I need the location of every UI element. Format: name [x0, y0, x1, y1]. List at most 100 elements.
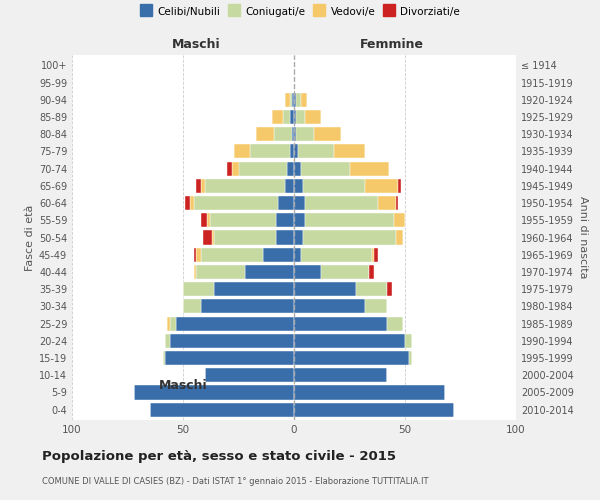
Bar	[294, 127, 296, 142]
Bar	[292, 92, 294, 107]
Bar	[294, 282, 356, 296]
Bar	[294, 213, 305, 228]
Bar	[290, 110, 294, 124]
Bar	[301, 248, 372, 262]
Bar	[301, 162, 349, 175]
Bar	[365, 179, 398, 193]
Bar	[294, 92, 296, 107]
Bar	[396, 196, 398, 210]
Bar	[190, 196, 194, 210]
Bar	[409, 351, 412, 365]
Bar	[194, 248, 196, 262]
Bar	[294, 248, 301, 262]
Text: COMUNE DI VALLE DI CASIES (BZ) - Dati ISTAT 1° gennaio 2015 - Elaborazione TUTTI: COMUNE DI VALLE DI CASIES (BZ) - Dati IS…	[42, 478, 428, 486]
Bar	[209, 213, 276, 228]
Bar	[170, 334, 294, 348]
Bar	[294, 110, 296, 124]
Bar	[212, 230, 214, 244]
Bar	[303, 230, 396, 244]
Bar	[292, 127, 294, 142]
Bar	[201, 213, 208, 228]
Bar	[272, 110, 283, 124]
Bar	[185, 196, 190, 210]
Bar	[294, 300, 365, 314]
Bar	[134, 386, 294, 400]
Bar	[296, 127, 314, 142]
Bar	[294, 265, 320, 279]
Bar	[283, 110, 290, 124]
Bar	[396, 230, 403, 244]
Bar	[278, 196, 294, 210]
Text: Maschi: Maschi	[158, 380, 208, 392]
Bar	[201, 248, 263, 262]
Bar	[314, 127, 341, 142]
Bar	[305, 110, 320, 124]
Bar	[294, 179, 303, 193]
Text: Maschi: Maschi	[172, 38, 221, 52]
Bar	[170, 316, 176, 330]
Bar	[194, 265, 196, 279]
Y-axis label: Anni di nascita: Anni di nascita	[578, 196, 588, 279]
Bar	[205, 179, 285, 193]
Bar	[356, 282, 387, 296]
Bar	[276, 213, 294, 228]
Bar	[194, 196, 278, 210]
Bar	[290, 144, 294, 158]
Bar	[294, 368, 387, 382]
Bar	[287, 162, 294, 175]
Bar	[165, 334, 170, 348]
Bar	[276, 230, 294, 244]
Bar	[214, 230, 276, 244]
Bar	[203, 230, 212, 244]
Bar	[294, 230, 303, 244]
Bar	[405, 334, 412, 348]
Bar	[294, 162, 301, 175]
Bar	[245, 265, 294, 279]
Bar	[387, 316, 403, 330]
Bar	[290, 92, 292, 107]
Bar	[398, 179, 401, 193]
Bar	[214, 282, 294, 296]
Bar	[334, 144, 365, 158]
Bar	[167, 316, 170, 330]
Bar	[365, 300, 387, 314]
Bar	[298, 144, 334, 158]
Bar	[176, 316, 294, 330]
Bar	[205, 368, 294, 382]
Bar	[263, 248, 294, 262]
Bar	[379, 196, 396, 210]
Bar	[370, 265, 374, 279]
Bar	[374, 248, 379, 262]
Bar	[201, 179, 205, 193]
Bar	[183, 282, 214, 296]
Bar	[183, 300, 201, 314]
Bar	[285, 179, 294, 193]
Text: Femmine: Femmine	[359, 38, 424, 52]
Bar	[305, 213, 394, 228]
Bar	[294, 402, 454, 416]
Bar	[394, 213, 405, 228]
Y-axis label: Fasce di età: Fasce di età	[25, 204, 35, 270]
Bar	[196, 248, 201, 262]
Bar	[387, 282, 392, 296]
Bar	[285, 92, 290, 107]
Text: Popolazione per età, sesso e stato civile - 2015: Popolazione per età, sesso e stato civil…	[42, 450, 396, 463]
Bar	[234, 144, 250, 158]
Bar	[301, 92, 307, 107]
Bar	[372, 248, 374, 262]
Bar	[349, 162, 389, 175]
Bar	[294, 316, 387, 330]
Bar	[296, 110, 305, 124]
Bar	[232, 162, 239, 175]
Bar	[201, 300, 294, 314]
Bar	[150, 402, 294, 416]
Bar	[196, 265, 245, 279]
Bar	[320, 265, 370, 279]
Bar	[196, 179, 201, 193]
Bar	[163, 351, 165, 365]
Bar	[250, 144, 290, 158]
Bar	[238, 162, 287, 175]
Bar	[294, 386, 445, 400]
Bar	[256, 127, 274, 142]
Bar	[296, 92, 301, 107]
